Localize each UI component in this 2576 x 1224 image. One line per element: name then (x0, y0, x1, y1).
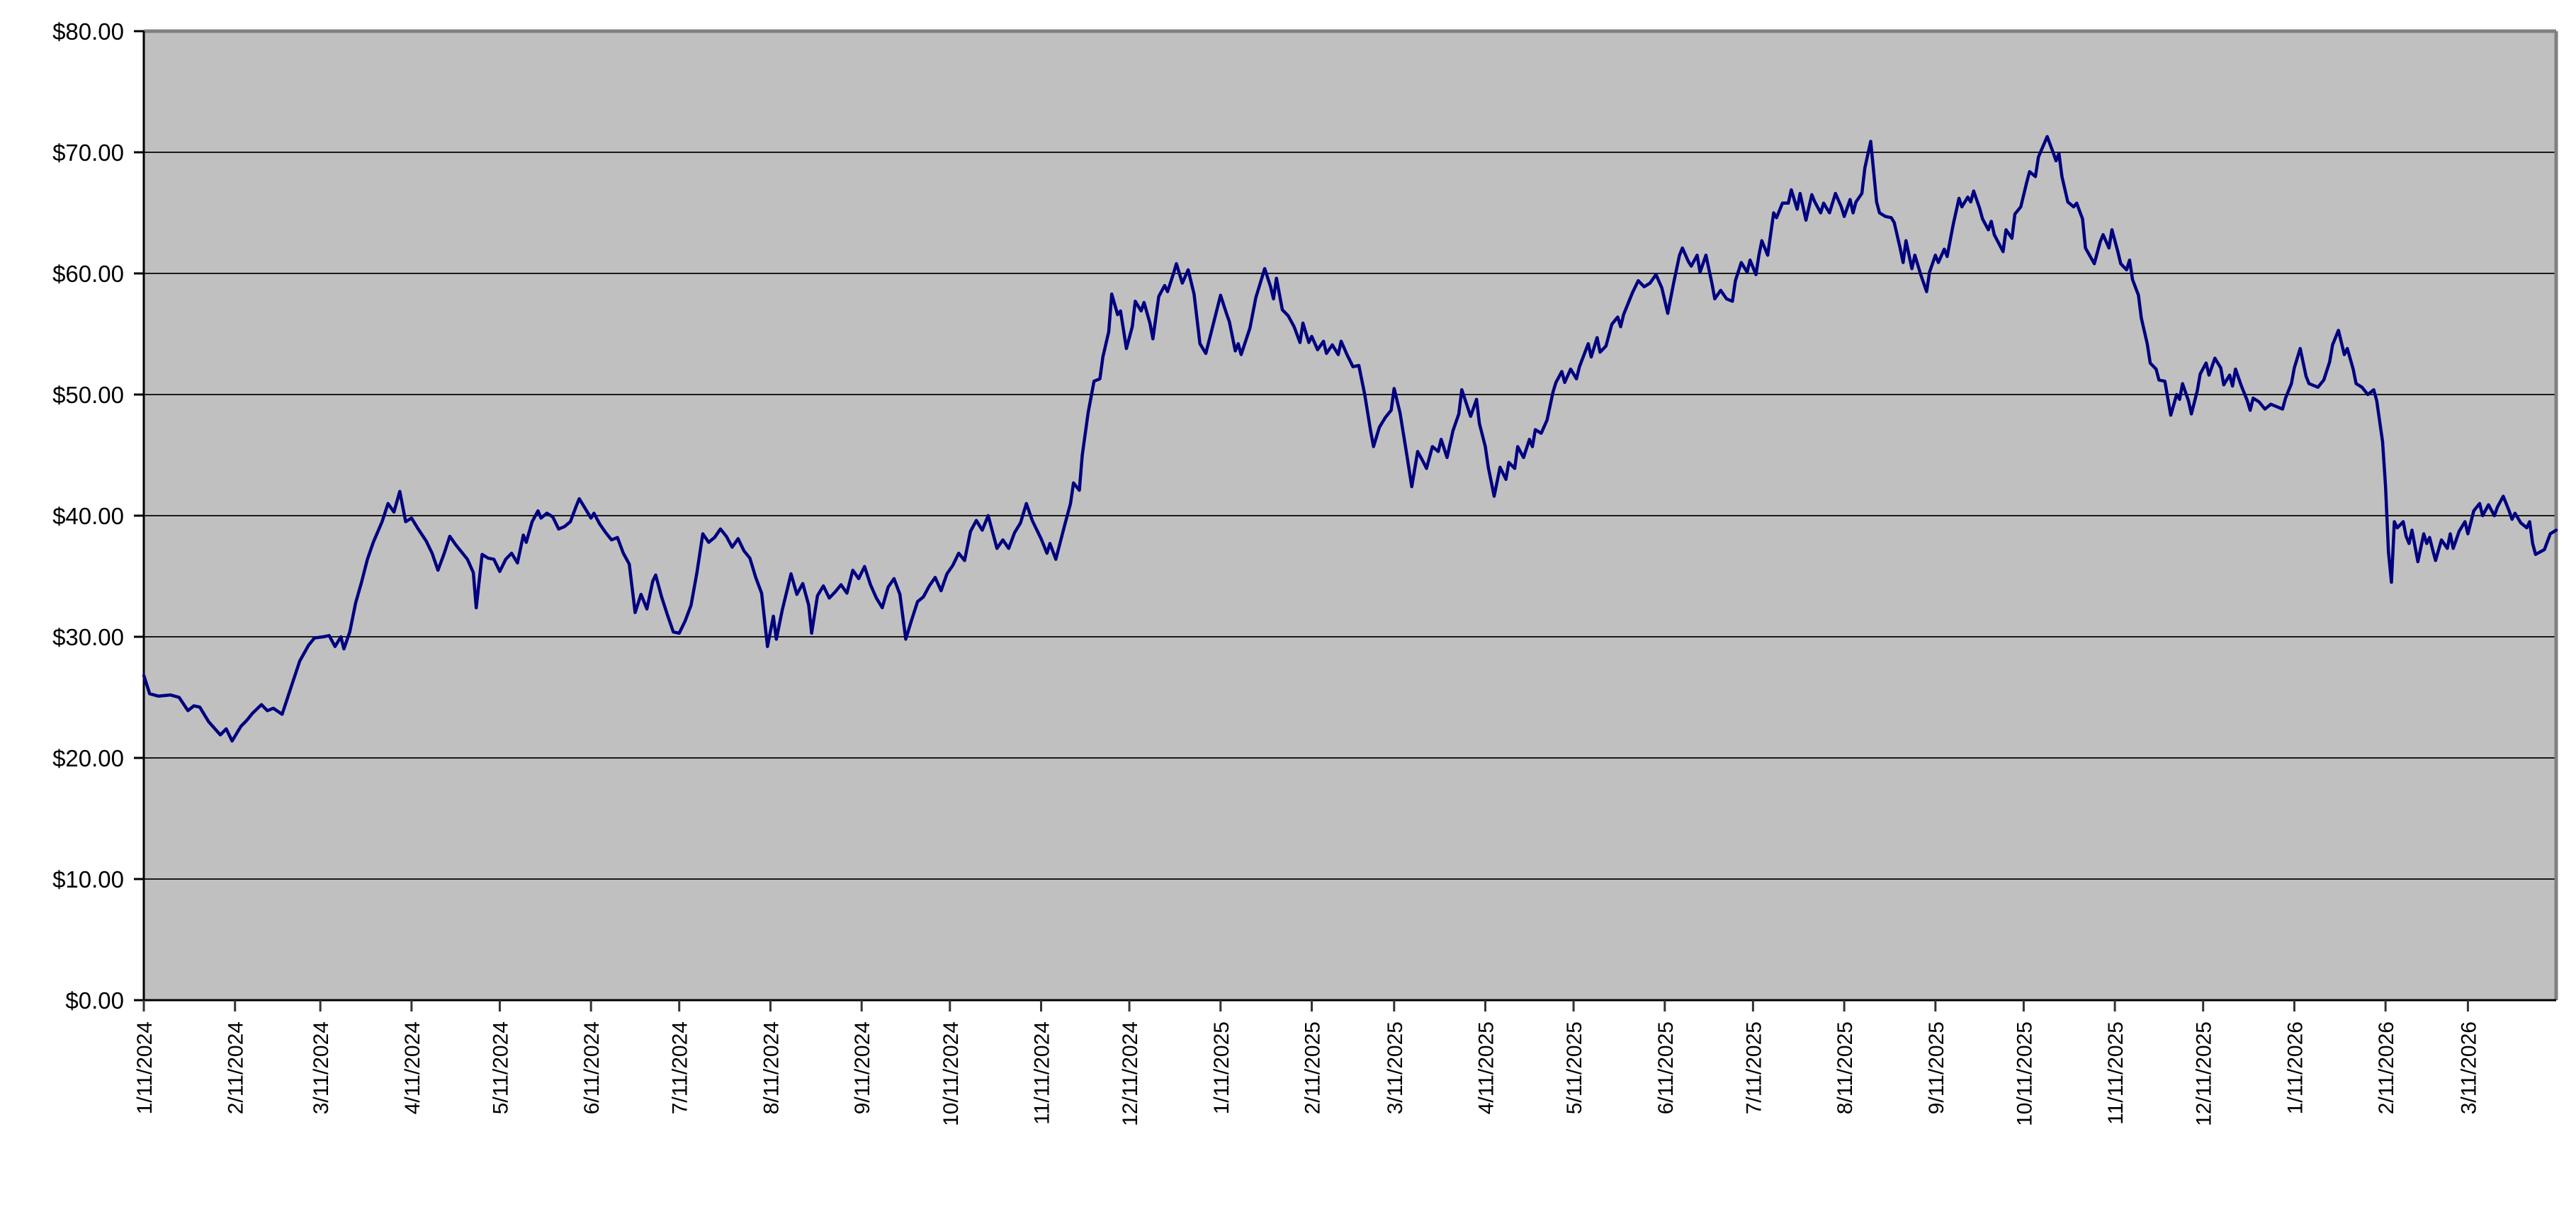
x-axis-tick-label: 9/11/2024 (851, 1021, 874, 1114)
x-axis-tick-label: 5/11/2025 (1563, 1021, 1586, 1114)
x-axis-tick-label: 1/11/2024 (133, 1021, 157, 1114)
x-axis-tick-label: 3/11/2025 (1384, 1021, 1407, 1114)
x-axis-tick-label: 2/11/2024 (225, 1021, 248, 1114)
x-axis-tick-label: 3/11/2026 (2457, 1021, 2480, 1114)
x-axis-tick-label: 12/11/2025 (2193, 1021, 2216, 1126)
y-axis-tick-label: $40.00 (52, 503, 124, 529)
x-axis-tick-label: 4/11/2025 (1475, 1021, 1498, 1114)
plot-border (134, 29, 2558, 1010)
y-axis-tick-label: $80.00 (52, 18, 124, 45)
x-axis-tick-label: 1/11/2026 (2283, 1021, 2307, 1114)
x-axis-tick-label: 10/11/2024 (939, 1021, 963, 1126)
x-axis-tick-label: 12/11/2024 (1119, 1021, 1142, 1126)
x-axis-tick-label: 7/11/2024 (669, 1021, 692, 1114)
x-axis-tick-label: 11/11/2024 (1030, 1021, 1053, 1125)
x-axis-tick-label: 1/11/2025 (1210, 1021, 1233, 1114)
y-axis-tick-label: $60.00 (52, 261, 124, 287)
x-axis-tick-label: 2/11/2025 (1301, 1021, 1325, 1114)
x-axis-tick-label: 3/11/2024 (310, 1021, 333, 1114)
x-axis-tick-label: 9/11/2025 (1925, 1021, 1948, 1114)
x-axis-tick-label: 6/11/2024 (580, 1021, 604, 1114)
x-axis-tick-label: 4/11/2024 (401, 1021, 424, 1114)
x-axis-tick-label: 7/11/2025 (1742, 1021, 1766, 1114)
x-axis-tick-label: 8/11/2025 (1834, 1021, 1857, 1114)
x-axis-tick-label: 10/11/2025 (2013, 1021, 2036, 1126)
y-axis-labels: $0.00 $10.00 $20.00 $30.00 $40.00 $50.00 $60.0… (52, 18, 144, 1014)
x-axis-tick-label: 8/11/2024 (759, 1021, 783, 1114)
x-axis-tick-label: 11/11/2025 (2104, 1021, 2128, 1125)
x-axis-tick-label: 6/11/2025 (1654, 1021, 1678, 1114)
y-axis-tick-label: $50.00 (52, 382, 124, 408)
price-line (142, 135, 2558, 743)
y-axis-tick-label: $20.00 (52, 745, 124, 771)
x-axis-tick-label: 2/11/2026 (2375, 1021, 2398, 1114)
y-axis-tick-label: $70.00 (52, 140, 124, 166)
y-axis-tick-label: $10.00 (52, 866, 124, 892)
x-axis-tick-label: 5/11/2024 (489, 1021, 512, 1114)
x-axis-labels: 1/11/2024 2/11/2024 3/11/2024 4/11/2024 5/11… (133, 1000, 2480, 1126)
price-series-line (142, 135, 2558, 743)
y-axis-tick-label: $30.00 (52, 624, 124, 650)
y-axis-tick-label: $0.00 (65, 987, 124, 1014)
